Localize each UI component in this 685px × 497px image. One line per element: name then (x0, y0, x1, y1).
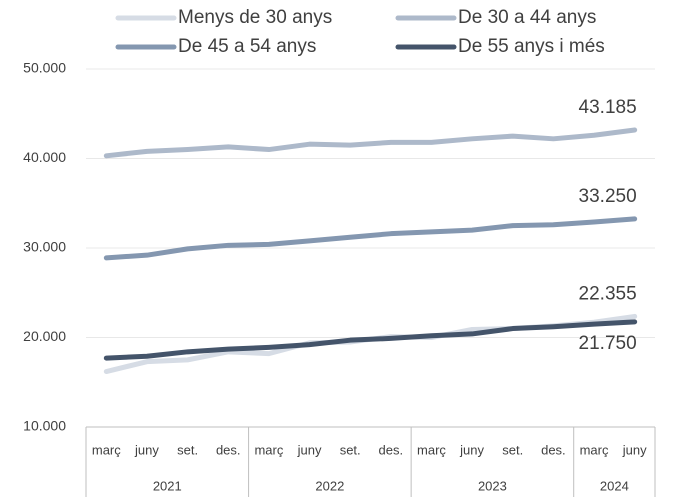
y-tick-label: 50.000 (23, 60, 66, 76)
y-tick-label: 20.000 (23, 328, 66, 344)
x-tick-label: març (92, 442, 121, 457)
x-group-label: 2022 (315, 478, 344, 493)
x-tick-label: juny (134, 442, 159, 457)
legend-label: De 55 anys i més (458, 36, 605, 57)
data-label: 43.185 (579, 97, 637, 118)
x-group-label: 2021 (153, 478, 182, 493)
x-tick-label: març (417, 442, 446, 457)
y-tick-label: 30.000 (23, 239, 66, 255)
data-label: 22.355 (579, 283, 637, 304)
series-line (103, 319, 638, 361)
x-tick-label: juny (297, 442, 322, 457)
legend-label: De 45 a 54 anys (178, 36, 316, 57)
x-tick-label: març (254, 442, 283, 457)
x-tick-label: juny (459, 442, 484, 457)
x-group-label: 2024 (600, 478, 629, 493)
y-tick-label: 10.000 (23, 418, 66, 434)
x-tick-label: set. (177, 442, 198, 457)
x-tick-label: set. (340, 442, 361, 457)
legend-label: Menys de 30 anys (178, 7, 332, 28)
y-tick-label: 40.000 (23, 149, 66, 165)
x-tick-label: març (580, 442, 609, 457)
x-tick-label: set. (502, 442, 523, 457)
data-label: 21.750 (579, 333, 637, 354)
x-tick-label: des. (379, 442, 404, 457)
x-tick-label: des. (216, 442, 241, 457)
data-label: 33.250 (579, 186, 637, 207)
x-group-label: 2023 (478, 478, 507, 493)
x-tick-label: juny (622, 442, 647, 457)
series-line (103, 216, 638, 261)
x-tick-label: des. (541, 442, 566, 457)
legend-label: De 30 a 44 anys (458, 7, 596, 28)
series-line (103, 127, 638, 159)
